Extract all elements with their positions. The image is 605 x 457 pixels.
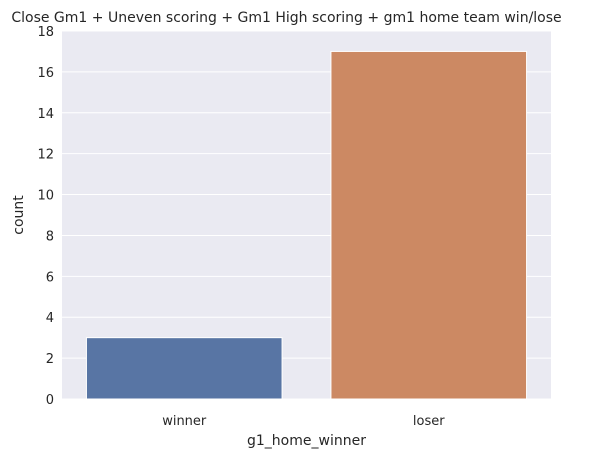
x-axis-label: g1_home_winner — [247, 433, 366, 449]
y-tick-label: 2 — [46, 352, 54, 367]
y-tick-label: 0 — [46, 393, 54, 408]
x-tick-label: loser — [413, 414, 445, 429]
x-tick-labels: winner loser — [162, 414, 445, 429]
bar-loser — [330, 50, 528, 400]
y-tick-label: 18 — [37, 25, 54, 40]
y-tick-label: 16 — [37, 66, 54, 81]
y-axis-label: count — [11, 195, 27, 235]
y-tick-label: 12 — [37, 148, 54, 163]
y-tick-labels: 0 2 4 6 8 10 12 14 16 18 — [37, 25, 54, 408]
y-tick-label: 10 — [37, 189, 54, 204]
bar-winner — [85, 337, 283, 400]
chart-title: Close Gm1 + Uneven scoring + Gm1 High sc… — [11, 10, 561, 26]
bars — [85, 50, 528, 400]
x-tick-label: winner — [162, 414, 207, 429]
y-tick-label: 14 — [37, 107, 54, 122]
y-tick-label: 8 — [46, 229, 54, 244]
y-tick-label: 6 — [46, 270, 54, 285]
y-tick-label: 4 — [46, 311, 54, 326]
